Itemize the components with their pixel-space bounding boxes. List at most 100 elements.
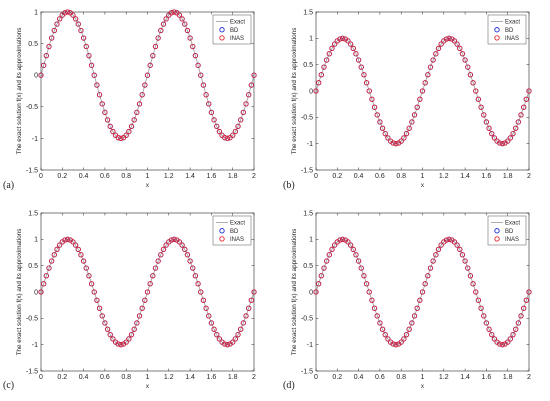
chart-panel-2: 0 0.2 0.4 0.6 0.8 1 1.2 1.4 1.6 1.8 2 -1.5 -1 -0.5 0 0.… (3, 210, 257, 391)
legend: Exact BD INAS (212, 215, 252, 246)
x-tick-label: 1.4 (185, 173, 195, 180)
series-inas-point (467, 72, 474, 78)
series-inas-point (422, 281, 428, 287)
series-inas-point (38, 289, 44, 295)
series-inas-point (361, 72, 367, 78)
series-inas-point (340, 35, 346, 41)
y-tick-label: 1 (309, 237, 313, 244)
series-inas-point (518, 313, 524, 319)
series-inas-point (507, 336, 513, 342)
series-inas-point (411, 313, 418, 319)
series-inas-point (385, 336, 391, 342)
series-inas-point (57, 242, 63, 248)
series-inas-point (321, 64, 327, 70)
series-inas-point (515, 119, 521, 125)
series-inas-point (96, 92, 103, 98)
series-inas-point (203, 92, 209, 98)
series-inas-point (430, 258, 436, 264)
y-tick-label: -0.5 (26, 104, 38, 111)
legend-entry: INAS (505, 237, 519, 243)
legend-swatch-circle (494, 27, 500, 33)
series-inas-point (358, 64, 364, 70)
x-axis-label: x (421, 383, 425, 390)
y-tick-label: 0 (34, 73, 38, 80)
series-inas-point (230, 339, 236, 345)
series-inas-point (478, 104, 484, 110)
series-inas-point (451, 239, 458, 245)
y-tick-label: -1.5 (301, 167, 313, 174)
y-tick-label: 1.5 (303, 210, 313, 217)
series-inas-point (206, 313, 212, 319)
series-inas-point (459, 51, 466, 57)
series-inas-point (163, 242, 169, 248)
series-inas-point (104, 326, 111, 332)
series-inas-point (179, 16, 185, 22)
series-inas-point (507, 135, 513, 141)
series-inas-point (107, 332, 113, 338)
series-inas-point (491, 336, 497, 342)
x-tick-label: 1 (421, 374, 425, 381)
series-inas-point (486, 326, 492, 332)
series-inas-point (73, 16, 79, 22)
x-tick-label: 0.2 (57, 173, 67, 180)
series-inas-point (350, 246, 356, 252)
x-tick-label: 0 (314, 173, 318, 180)
series-inas-point (489, 131, 495, 137)
legend: Exact BD INAS (212, 14, 252, 45)
x-tick-label: 1.4 (460, 374, 470, 381)
series-inas-point (144, 289, 151, 295)
x-tick-label: 1.2 (439, 173, 449, 180)
y-tick-label: -0.5 (26, 316, 38, 323)
series-inas-point (211, 326, 217, 332)
series-inas-point (126, 336, 132, 342)
series-inas-point (430, 57, 436, 63)
series-inas-point (99, 101, 105, 107)
series-inas-point (483, 320, 489, 326)
y-tick-label: 1 (34, 9, 38, 16)
x-tick-label: 1 (421, 173, 425, 180)
series-inas-point (176, 239, 183, 245)
series-inas-point (329, 45, 335, 51)
series-inas-point (230, 132, 236, 138)
x-axis-label: x (146, 182, 150, 189)
series-inas-point (475, 297, 482, 303)
legend-entry: Exact (230, 20, 245, 26)
series-inas-point (251, 72, 257, 78)
series-inas-point (371, 305, 378, 311)
series-inas-point (521, 305, 527, 311)
y-tick-label: 1.5 (28, 210, 38, 217)
series-inas-point (324, 258, 330, 264)
x-tick-label: 1.4 (460, 173, 470, 180)
legend-entry: BD (230, 28, 239, 34)
series-inas-point (222, 135, 228, 141)
series-inas-point (318, 273, 324, 279)
x-tick-label: 1.6 (482, 374, 492, 381)
series-inas-point (337, 237, 343, 243)
x-tick-label: 0.8 (121, 374, 131, 381)
series-inas-point (155, 258, 161, 264)
y-tick-label: 1 (309, 36, 313, 43)
series-inas-point (238, 326, 244, 332)
series-inas-point (523, 96, 529, 102)
series-inas-point (337, 36, 343, 42)
series-inas-point (190, 265, 196, 271)
series-inas-point (78, 252, 84, 258)
series-inas-point (160, 21, 167, 27)
series-inas-point (134, 109, 140, 115)
series-inas-point (318, 72, 324, 78)
x-tick-label: 0.6 (100, 374, 110, 381)
series-exact-line (315, 238, 530, 346)
series-inas-point (425, 273, 431, 279)
y-tick-label: -1 (307, 342, 313, 349)
series-inas-point (462, 57, 468, 63)
series-inas-point (115, 135, 121, 141)
series-inas-point (195, 281, 201, 287)
series-inas-point (374, 313, 380, 319)
series-inas-point (206, 101, 212, 107)
series-inas-point (473, 88, 479, 94)
series-inas-point (348, 41, 354, 47)
series-inas-point (110, 128, 116, 135)
series-inas-point (240, 109, 246, 115)
legend-box (212, 14, 252, 45)
panel-label: (b) (283, 180, 295, 191)
